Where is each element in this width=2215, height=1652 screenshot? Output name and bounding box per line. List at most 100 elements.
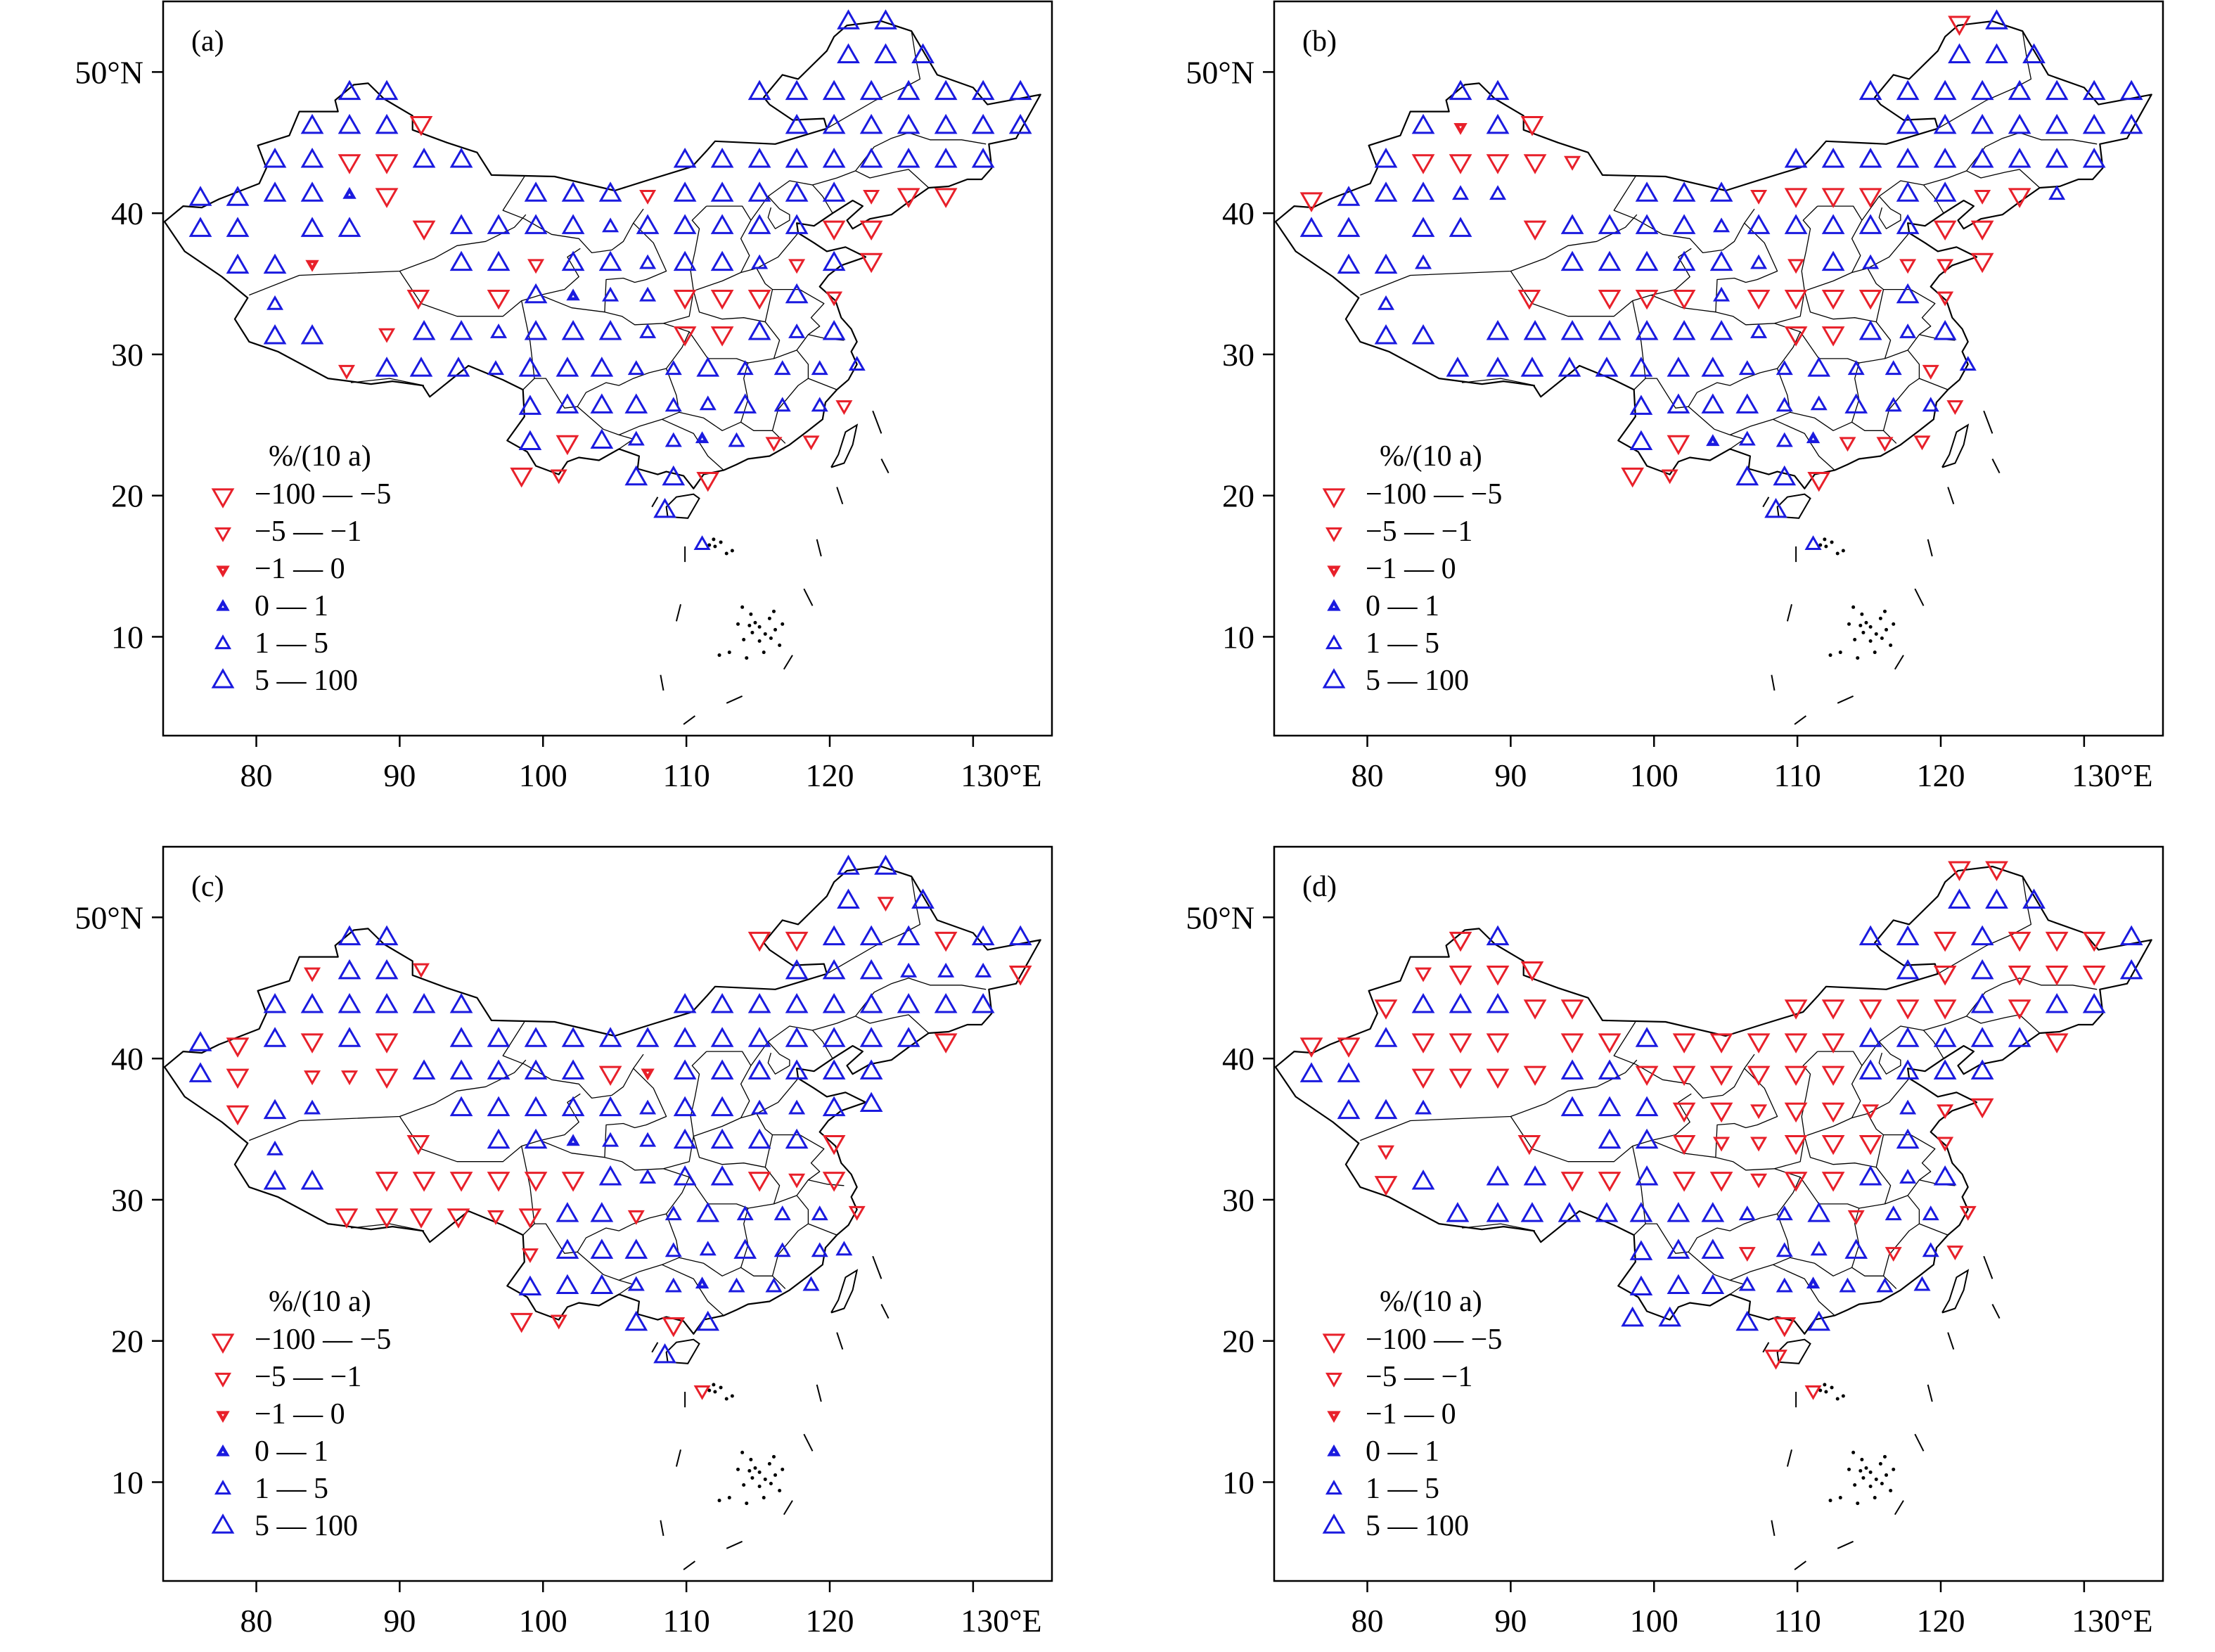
station-marker-decrease xyxy=(1821,1065,1845,1087)
station-marker-increase xyxy=(1672,214,1696,234)
station-marker-decrease xyxy=(412,1172,436,1192)
y-tick-label: 20 xyxy=(1222,1324,1254,1359)
nine-dash-segment xyxy=(1914,588,1925,606)
station-marker-increase xyxy=(1672,181,1696,202)
station-marker-increase xyxy=(897,113,920,134)
station-marker-increase xyxy=(1876,1277,1894,1293)
province-boundary xyxy=(764,288,825,359)
station-marker-increase xyxy=(1558,357,1581,377)
legend-marker xyxy=(1322,668,1346,689)
map-panel-2: 80 90 100 110 120 130°E 10 20 30 40 50°N (b) %/(10 a… xyxy=(1186,0,2164,793)
island-dot xyxy=(1835,551,1840,556)
island-dot xyxy=(1824,544,1828,549)
nine-dash-segment xyxy=(872,410,882,434)
station-marker-increase xyxy=(1374,324,1398,345)
island-dot xyxy=(727,1496,731,1500)
province-boundary xyxy=(1878,196,1901,229)
station-marker-increase xyxy=(556,1238,579,1259)
station-marker-increase xyxy=(1486,319,1510,340)
station-marker-increase xyxy=(1672,250,1696,271)
station-marker-increase xyxy=(1449,217,1472,237)
station-marker-increase xyxy=(664,432,682,447)
station-marker-increase xyxy=(751,254,769,269)
station-marker-increase xyxy=(2119,925,2143,946)
station-marker-decrease xyxy=(447,1208,470,1229)
legend-marker xyxy=(214,1480,232,1495)
station-marker-increase xyxy=(653,1343,676,1364)
station-marker-increase xyxy=(822,1027,846,1047)
station-marker-increase xyxy=(1449,79,1472,101)
station-marker-decrease xyxy=(304,1070,321,1086)
station-marker-increase xyxy=(699,395,717,411)
island-dot xyxy=(771,609,776,613)
station-marker-decrease xyxy=(1449,154,1472,174)
island-dot xyxy=(1847,1467,1851,1471)
station-marker-increase xyxy=(1896,181,1920,202)
island-dot xyxy=(767,616,771,620)
station-marker-increase xyxy=(598,319,622,340)
province-boundary xyxy=(1730,368,1791,435)
station-marker-decrease xyxy=(1667,435,1690,456)
province-boundary xyxy=(855,978,987,1017)
station-marker-decrease xyxy=(1858,289,1882,310)
nine-dash-segment xyxy=(1983,410,1994,434)
station-marker-decrease xyxy=(226,1105,250,1126)
station-marker-increase xyxy=(639,286,657,302)
station-marker-increase xyxy=(785,113,809,134)
station-marker-decrease xyxy=(1486,1033,1510,1054)
station-marker-increase xyxy=(524,1059,548,1080)
station-marker-increase xyxy=(1896,1128,1920,1149)
province-boundary xyxy=(1875,1134,1936,1205)
station-marker-decrease xyxy=(1839,437,1856,452)
station-marker-decrease xyxy=(1486,154,1510,174)
province-boundary xyxy=(1773,1264,1835,1317)
station-marker-decrease xyxy=(1804,1385,1822,1400)
island-dot xyxy=(1860,612,1864,616)
station-marker-increase xyxy=(1899,323,1917,338)
panel-label: (c) xyxy=(191,871,224,903)
station-marker-increase xyxy=(1735,465,1759,486)
station-marker-decrease xyxy=(897,188,920,208)
station-marker-increase xyxy=(590,357,614,377)
station-marker-decrease xyxy=(1008,966,1032,986)
nine-dash-segment xyxy=(660,674,664,691)
station-marker-increase xyxy=(1337,1099,1361,1120)
nine-dash-segment xyxy=(880,459,890,474)
y-tick-label: 50°N xyxy=(75,54,143,90)
station-marker-increase xyxy=(300,181,324,202)
station-marker-increase xyxy=(1486,993,1510,1013)
station-marker-increase xyxy=(598,181,622,202)
province-boundary xyxy=(1462,1223,1536,1231)
station-marker-decrease xyxy=(524,1172,548,1192)
province-boundary xyxy=(1875,288,1936,359)
station-marker-increase xyxy=(1839,1277,1856,1293)
station-marker-increase xyxy=(1560,1096,1584,1117)
station-marker-decrease xyxy=(802,435,820,451)
x-tick-label: 90 xyxy=(383,757,416,793)
x-tick-label: 90 xyxy=(383,1603,416,1639)
station-marker-increase xyxy=(822,1059,846,1080)
y-tick-label: 10 xyxy=(1222,619,1254,655)
island-dot xyxy=(778,1489,782,1493)
station-marker-decrease xyxy=(1672,1102,1696,1123)
station-marker-increase xyxy=(874,43,897,63)
station-marker-increase xyxy=(1411,113,1435,134)
station-marker-increase xyxy=(518,430,542,451)
station-marker-increase xyxy=(449,1096,473,1117)
station-marker-decrease xyxy=(1517,1134,1541,1155)
station-marker-increase xyxy=(375,79,399,101)
station-marker-decrease xyxy=(1807,471,1831,492)
station-marker-decrease xyxy=(1885,1247,1902,1262)
station-marker-decrease xyxy=(1560,999,1584,1020)
station-marker-increase xyxy=(1635,1096,1659,1117)
station-marker-increase xyxy=(561,214,585,234)
station-marker-increase xyxy=(696,1310,720,1331)
station-marker-decrease xyxy=(1523,1065,1547,1087)
legend-marker xyxy=(214,634,232,650)
province-boundary xyxy=(1804,1051,1863,1137)
legend-title: %/(10 a) xyxy=(269,440,371,473)
island-dot xyxy=(745,1501,749,1506)
province-boundary xyxy=(740,362,749,423)
station-marker-increase xyxy=(1933,319,1957,340)
station-marker-increase xyxy=(1709,250,1733,271)
